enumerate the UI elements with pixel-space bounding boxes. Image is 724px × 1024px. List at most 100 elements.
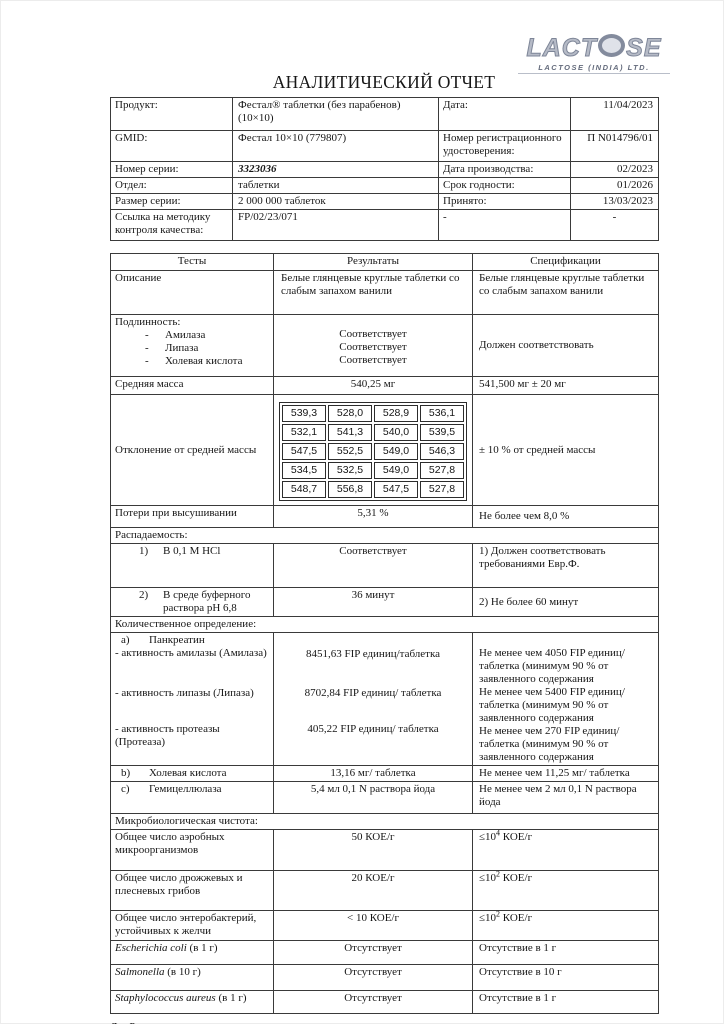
section-heading: Микробиологическая чистота:: [110, 813, 659, 830]
logo-text-left: LACT: [526, 34, 598, 62]
logo-text-right: SE: [626, 34, 662, 62]
spec-cell: 1) Должен соответствовать требованиями Е…: [472, 543, 659, 588]
spec-cell: ≤102 КОЕ/г: [472, 910, 659, 941]
section-row-disintegration: Распадаемость:: [110, 527, 659, 544]
section-row-assay: Количественное определение:: [110, 616, 659, 633]
assay-item-label: - активность протеазы (Протеаза): [115, 723, 220, 748]
result-cell: 540,25 мг: [273, 376, 473, 395]
grid-row: 532,1 541,3 540,0 539,5: [282, 424, 464, 441]
page-footer: Для России Ed. No.09V1 Стр. 1 из 2: [110, 1022, 658, 1024]
test-cell: Средняя масса: [110, 376, 274, 395]
test-cell: Staphylococcus aureus (в 1 г): [110, 990, 274, 1014]
info-value: П N014796/01: [570, 130, 659, 162]
batch-number-value: 3323036: [232, 161, 439, 178]
test-cell: Общее число дрожжевых и плесневых грибов: [110, 870, 274, 911]
info-value: 01/2026: [570, 177, 659, 194]
row-mass-deviation: Отклонение от средней массы 539,3 528,0 …: [110, 394, 659, 506]
info-row-product: Продукт: Фестал® таблетки (без парабенов…: [110, 97, 659, 131]
test-cell: 2) В среде буферного раствора pH 6,8: [110, 587, 274, 617]
info-label: Номер регистрационного удостоверения:: [438, 130, 571, 162]
spec-cell: Должен соответствовать: [472, 314, 659, 377]
spec-cell: ≤104 КОЕ/г: [472, 829, 659, 871]
footer-edition: Для России Ed. No.09V1: [110, 1022, 164, 1024]
column-header-results: Результаты: [273, 253, 473, 271]
test-cell: Escherichia coli (в 1 г): [110, 940, 274, 965]
info-value: FP/02/23/071: [232, 209, 439, 241]
lactose-logo: LACT SE LACTOSE (INDIA) LTD.: [518, 34, 670, 74]
identity-heading: Подлинность:: [115, 316, 181, 328]
row-enterobacteria-count: Общее число энтеробактерий, устойчивых к…: [110, 910, 659, 941]
test-cell: 1) В 0,1 М HCl: [110, 543, 274, 588]
info-value: 13/03/2023: [570, 193, 659, 210]
info-label: Срок годности:: [438, 177, 571, 194]
row-hemicellulase: c) Гемицеллюлаза 5,4 мл 0,1 N раствора йо…: [110, 781, 659, 814]
assay-item-label: - активность липазы (Липаза): [115, 687, 254, 699]
row-disintegration-buffer: 2) В среде буферного раствора pH 6,8 36 м…: [110, 587, 659, 617]
info-label: Дата:: [438, 97, 571, 131]
mass-deviation-grid: 539,3 528,0 528,9 536,1 532,1 541,3 540,…: [279, 402, 467, 501]
test-cell: Общее число аэробных микроорганизмов: [110, 829, 274, 871]
info-label: Продукт:: [110, 97, 233, 131]
test-cell: Подлинность: - Амилаза - Липаза - Холевая к…: [110, 314, 274, 377]
spec-cell: 541,500 мг ± 20 мг: [472, 376, 659, 395]
test-cell: Описание: [110, 270, 274, 315]
page-title: АНАЛИТИЧЕСКИЙ ОТЧЕТ: [272, 72, 496, 92]
result-cell: 5,4 мл 0,1 N раствора йода: [273, 781, 473, 814]
row-loss-on-drying: Потери при высушивании 5,31 % Не более ч…: [110, 505, 659, 528]
test-cell: a) Панкреатин - активность амилазы (Амила…: [110, 632, 274, 766]
spec-cell: Отсутствие в 10 г: [472, 964, 659, 991]
info-row-batch-size: Размер серии: 2 000 000 таблеток Принято…: [110, 193, 659, 210]
assay-item-label: - активность амилазы (Амилаза): [115, 647, 267, 659]
identity-item: - Амилаза: [145, 329, 206, 341]
info-label: Ссылка на методику контроля качества:: [110, 209, 233, 241]
document-content: АНАЛИТИЧЕСКИЙ ОТЧЕТ Продукт: Фестал® таб…: [110, 72, 659, 1024]
info-value: таблетки: [232, 177, 439, 194]
info-label: GMID:: [110, 130, 233, 162]
test-cell: Общее число энтеробактерий, устойчивых к…: [110, 910, 274, 941]
footer-region: Для России: [110, 1022, 164, 1024]
section-row-microbiology: Микробиологическая чистота:: [110, 813, 659, 830]
info-label: Принято:: [438, 193, 571, 210]
row-identity: Подлинность: - Амилаза - Липаза - Холевая к…: [110, 314, 659, 377]
section-heading: Количественное определение:: [110, 616, 659, 633]
grid-row: 547,5 552,5 549,0 546,3: [282, 443, 464, 460]
info-label: Номер серии:: [110, 161, 233, 178]
row-description: Описание Белые глянцевые круглые таблетк…: [110, 270, 659, 315]
info-value: Фестал® таблетки (без парабенов) (10×10): [232, 97, 439, 131]
info-value: Фестал 10×10 (779807): [232, 130, 439, 162]
test-cell: b) Холевая кислота: [110, 765, 274, 782]
result-cell: Соответствует: [273, 543, 473, 588]
info-value: 11/04/2023: [570, 97, 659, 131]
row-average-mass: Средняя масса 540,25 мг 541,500 мг ± 20 …: [110, 376, 659, 395]
test-cell: Salmonella (в 10 г): [110, 964, 274, 991]
info-label: Дата производства:: [438, 161, 571, 178]
result-cell: Отсутствует: [273, 990, 473, 1014]
result-cell: Отсутствует: [273, 940, 473, 965]
info-row-department: Отдел: таблетки Срок годности: 01/2026: [110, 177, 659, 194]
result-cell: 8451,63 FIP единиц/таблетка 8702,84 FIP …: [273, 632, 473, 766]
result-cell: 20 КОЕ/г: [273, 870, 473, 911]
info-value: 02/2023: [570, 161, 659, 178]
row-disintegration-hcl: 1) В 0,1 М HCl Соответствует 1) Должен со…: [110, 543, 659, 588]
row-escherichia-coli: Escherichia coli (в 1 г) Отсутствует Отс…: [110, 940, 659, 965]
grid-row: 548,7 556,8 547,5 527,8: [282, 481, 464, 498]
grid-row: 539,3 528,0 528,9 536,1: [282, 405, 464, 422]
info-label: -: [438, 209, 571, 241]
results-table: Тесты Результаты Спецификации Описание Б…: [110, 253, 659, 1014]
info-table: Продукт: Фестал® таблетки (без парабенов…: [110, 97, 659, 241]
spec-cell: Не менее чем 11,25 мг/ таблетка: [472, 765, 659, 782]
identity-item: - Холевая кислота: [145, 355, 243, 367]
result-cell: Соответствует Соответствует Соответствуе…: [273, 314, 473, 377]
result-cell: < 10 КОЕ/г: [273, 910, 473, 941]
spec-cell: 2) Не более 60 минут: [472, 587, 659, 617]
row-pancreatin: a) Панкреатин - активность амилазы (Амила…: [110, 632, 659, 766]
info-label: Размер серии:: [110, 193, 233, 210]
spec-cell: Отсутствие в 1 г: [472, 940, 659, 965]
spec-cell: Не менее чем 2 мл 0,1 N раствора йода: [472, 781, 659, 814]
row-salmonella: Salmonella (в 10 г) Отсутствует Отсутств…: [110, 964, 659, 991]
section-heading: Распадаемость:: [110, 527, 659, 544]
identity-item: - Липаза: [145, 342, 199, 354]
info-value: -: [570, 209, 659, 241]
spec-cell: Не более чем 8,0 %: [472, 505, 659, 528]
